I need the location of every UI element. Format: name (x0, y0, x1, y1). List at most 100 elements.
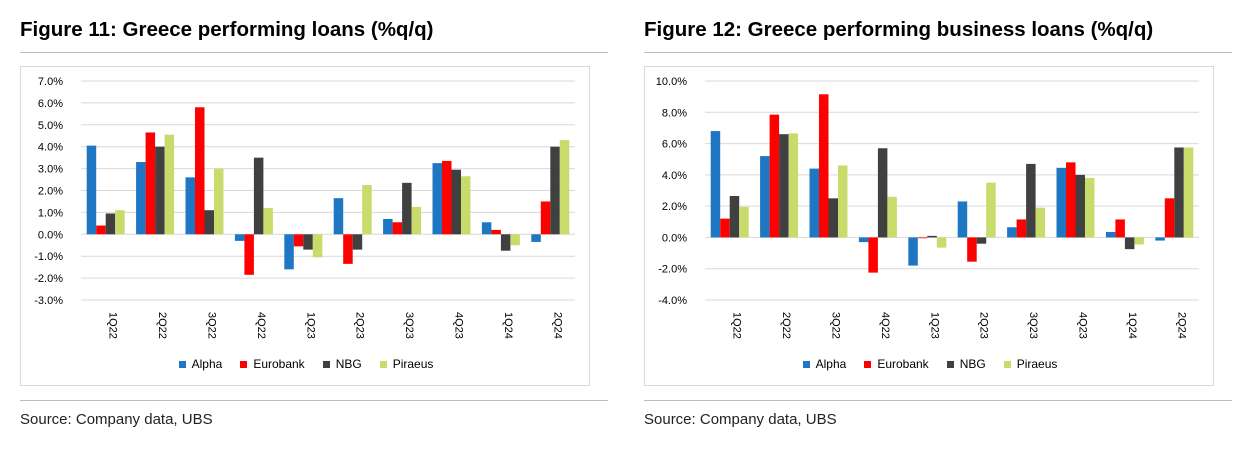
legend-item-eurobank: Eurobank (864, 357, 929, 371)
legend-label-piraeus: Piraeus (392, 357, 434, 371)
bar-alpha-1q22 (710, 131, 721, 238)
legend-label-alpha: Alpha (191, 357, 223, 371)
bar-alpha-1q24 (1105, 231, 1116, 238)
bar-eurobank-3q23 (392, 222, 403, 235)
legend-swatch-alpha (178, 360, 186, 368)
x-tick-label: 1Q23 (304, 312, 316, 339)
x-tick-label: 1Q23 (928, 312, 940, 339)
bar-nbg-2q24 (550, 146, 560, 235)
legend-label-piraeus: Piraeus (1016, 357, 1058, 371)
x-tick-label: 2Q24 (1175, 312, 1187, 339)
bar-eurobank-2q23 (967, 237, 977, 262)
figure-11-chart-svg: -3.0% -2.0% -1.0% 0.0% 1.0% 2.0% 3.0% 4.0% 5.0% 6… (34, 76, 575, 339)
bar-piraeus-4q23 (1085, 177, 1095, 238)
bar-nbg-2q22 (779, 134, 789, 238)
bar-piraeus-1q24 (510, 234, 520, 246)
y-tick-label: 2.0% (662, 201, 687, 213)
y-tick-label: 0.0% (662, 232, 687, 244)
x-tick-label: 3Q22 (206, 312, 218, 339)
bar-eurobank-3q22 (819, 94, 829, 238)
x-tick-label: 1Q22 (107, 312, 119, 339)
figure-12-chart-svg: -4.0% -2.0% 0.0% 2.0% 4.0% 6.0% 8.0% 10.0% 1Q22 2… (656, 76, 1199, 339)
bar-alpha-2q24 (1155, 237, 1165, 241)
bar-alpha-1q22 (86, 145, 97, 235)
legend-label-eurobank: Eurobank (253, 357, 305, 371)
legend-item-alpha: Alpha (802, 357, 846, 371)
figure-11-title: Figure 11: Greece performing loans (%q/q… (20, 18, 434, 41)
legend-item-nbg: NBG (946, 357, 986, 371)
bar-piraeus-1q22 (115, 210, 125, 235)
bar-alpha-3q22 (185, 177, 195, 235)
bar-nbg-1q23 (927, 235, 937, 238)
legend-item-piraeus: Piraeus (1003, 357, 1058, 371)
bar-eurobank-3q22 (195, 107, 205, 235)
figure-11-legend: Alpha Eurobank NBG Piraeus (21, 357, 591, 371)
bar-eurobank-4q22 (868, 237, 878, 273)
x-tick-label: 4Q23 (1077, 312, 1089, 339)
figure-12-bottom-rule (644, 400, 1232, 401)
y-tick-label: 0.0% (38, 229, 63, 241)
bar-eurobank-4q22 (244, 234, 254, 275)
bar-nbg-1q24 (1124, 237, 1135, 250)
bar-eurobank-1q22 (720, 218, 730, 238)
x-tick-label: 3Q22 (830, 312, 842, 339)
y-tick-label: 5.0% (38, 120, 63, 132)
legend-swatch-eurobank (864, 360, 872, 368)
legend-item-alpha: Alpha (178, 357, 223, 371)
y-tick-label: -2.0% (658, 264, 687, 276)
bar-alpha-3q22 (809, 168, 819, 238)
bar-eurobank-2q22 (769, 114, 780, 238)
bar-nbg-2q23 (976, 237, 987, 244)
bar-eurobank-2q23 (343, 234, 353, 264)
x-tick-label: 2Q24 (551, 312, 563, 339)
bar-alpha-2q23 (333, 198, 344, 235)
bar-eurobank-1q24 (1115, 219, 1125, 238)
x-tick-label: 3Q23 (403, 312, 415, 339)
figure-11-panel: Figure 11: Greece performing loans (%q/q… (20, 0, 616, 475)
bar-eurobank-1q24 (491, 229, 501, 235)
figure-11-bottom-rule (20, 400, 608, 401)
bar-piraeus-1q24 (1134, 237, 1144, 245)
legend-item-piraeus: Piraeus (379, 357, 434, 371)
figure-12-panel: Figure 12: Greece performing business lo… (644, 0, 1235, 475)
bar-piraeus-2q23 (986, 182, 996, 238)
bar-piraeus-1q23 (936, 237, 947, 248)
bar-piraeus-2q22 (164, 134, 175, 235)
bar-nbg-2q22 (155, 146, 165, 235)
bar-alpha-3q23 (1007, 227, 1017, 238)
y-tick-label: -2.0% (34, 273, 63, 285)
bar-piraeus-2q22 (788, 133, 799, 238)
bar-eurobank-4q23 (442, 160, 452, 235)
x-tick-label: 2Q23 (978, 312, 990, 339)
y-tick-label: 4.0% (38, 142, 63, 154)
bar-alpha-2q23 (957, 201, 968, 238)
x-tick-label: 1Q22 (731, 312, 743, 339)
bar-nbg-3q23 (1026, 163, 1036, 238)
figure-12-legend: Alpha Eurobank NBG Piraeus (645, 357, 1215, 371)
bar-nbg-1q22 (729, 195, 740, 238)
bar-eurobank-2q24 (540, 201, 551, 235)
y-tick-label: 3.0% (38, 164, 63, 176)
bar-eurobank-1q22 (96, 225, 106, 235)
figure-12-title: Figure 12: Greece performing business lo… (644, 18, 1154, 41)
legend-item-eurobank: Eurobank (240, 357, 305, 371)
figure-12-top-rule (644, 52, 1232, 53)
bar-piraeus-4q22 (887, 196, 897, 238)
bar-eurobank-1q23 (293, 234, 304, 247)
bar-nbg-4q23 (1075, 174, 1085, 238)
figure-11-source: Source: Company data, UBS (20, 411, 213, 428)
y-tick-label: 8.0% (662, 107, 687, 119)
legend-item-nbg: NBG (322, 357, 362, 371)
bar-alpha-4q23 (1056, 167, 1066, 238)
bar-eurobank-2q22 (145, 132, 156, 235)
y-tick-label: 10.0% (656, 76, 687, 88)
bar-piraeus-2q23 (362, 185, 372, 235)
bar-alpha-2q22 (760, 156, 770, 238)
legend-swatch-piraeus (1003, 360, 1011, 368)
bar-piraeus-3q22 (214, 168, 224, 235)
bar-alpha-2q24 (531, 234, 541, 242)
bar-alpha-3q23 (383, 218, 393, 235)
bar-nbg-1q22 (105, 213, 116, 235)
y-tick-label: 6.0% (662, 139, 687, 151)
bar-nbg-4q23 (451, 169, 461, 235)
